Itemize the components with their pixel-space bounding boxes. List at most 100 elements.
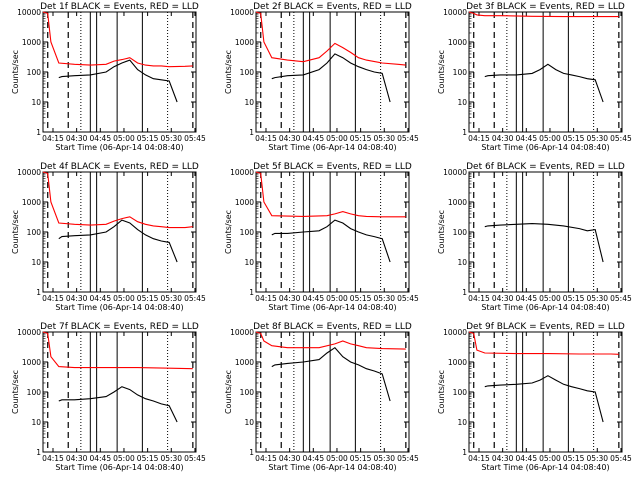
p8-xtick-label-0: 04:15	[255, 454, 277, 463]
p1-ytick-label-4: 10000	[17, 8, 41, 17]
p3-xtick-label-1: 04:30	[492, 134, 514, 143]
p9-series-lld	[468, 331, 619, 355]
p2-xtick-label-0: 04:15	[255, 134, 277, 143]
p5-ytick-label-4: 10000	[230, 168, 254, 177]
p9-ytick-label-2: 100	[453, 388, 468, 397]
p2-ytick-label-3: 1000	[235, 38, 254, 47]
p8-ytick-label-0: 1	[249, 448, 254, 457]
p1-xtick-label-6: 05:45	[184, 134, 206, 143]
p7-xtick-label-0: 04:15	[42, 454, 64, 463]
p4-ytick-label-4: 10000	[17, 168, 41, 177]
p5-xtick-label-4: 05:15	[350, 294, 372, 303]
p6-ytick-label-0: 1	[462, 288, 467, 297]
p8-frame	[255, 331, 410, 453]
p5-xlabel: Start Time (06-Apr-14 04:08:40)	[268, 303, 396, 312]
p8-ytick-label-3: 1000	[235, 358, 254, 367]
p8-xtick-label-6: 05:45	[397, 454, 419, 463]
p7-ytick-label-3: 1000	[22, 358, 41, 367]
p8-ytick-label-4: 10000	[230, 328, 254, 337]
p5-title: Det 5f BLACK = Events, RED = LLD	[253, 162, 412, 172]
p2-xtick-label-6: 05:45	[397, 134, 419, 143]
p3-ylabel: Counts/sec	[437, 50, 446, 94]
p1-xtick-label-3: 05:00	[113, 134, 135, 143]
p7-series-events	[58, 386, 178, 423]
p2-xtick-label-4: 05:15	[350, 134, 372, 143]
p9-ytick-label-3: 1000	[448, 358, 467, 367]
p8-xtick-label-1: 04:30	[279, 454, 301, 463]
p9-xtick-label-1: 04:30	[492, 454, 514, 463]
p9-ytick-label-0: 1	[462, 448, 467, 457]
p1-xlabel: Start Time (06-Apr-14 04:08:40)	[55, 143, 183, 152]
p9-ytick-label-1: 10	[457, 418, 467, 427]
p8-ylabel: Counts/sec	[224, 370, 233, 414]
p8-title: Det 8f BLACK = Events, RED = LLD	[253, 322, 412, 332]
p6-series-events	[484, 223, 604, 263]
p3-series-lld	[468, 11, 619, 18]
p8-xtick-label-4: 05:15	[350, 454, 372, 463]
p1-series-lld	[42, 11, 193, 68]
p6-title: Det 6f BLACK = Events, RED = LLD	[466, 162, 625, 172]
p3-ytick-label-4: 10000	[443, 8, 467, 17]
p1-ytick-label-3: 1000	[22, 38, 41, 47]
p6-frame	[468, 171, 623, 293]
p1-xtick-label-5: 05:30	[160, 134, 182, 143]
p2-series-lld	[255, 11, 406, 66]
p6-ytick-label-4: 10000	[443, 168, 467, 177]
p6-ytick-label-3: 1000	[448, 198, 467, 207]
p6-xtick-label-6: 05:45	[610, 294, 632, 303]
p1-ytick-label-2: 100	[27, 68, 42, 77]
p2-ytick-label-1: 10	[244, 98, 254, 107]
p4-frame	[42, 171, 197, 293]
p1-xtick-label-2: 04:45	[89, 134, 111, 143]
p3-xtick-label-5: 05:30	[586, 134, 608, 143]
p5-frame	[255, 171, 410, 293]
p4-series-lld	[42, 171, 193, 229]
p5-ytick-label-2: 100	[240, 228, 255, 237]
p7-series-lld	[42, 331, 193, 370]
p4-series-events	[58, 219, 178, 263]
p5-xtick-label-0: 04:15	[255, 294, 277, 303]
p8-xtick-label-5: 05:30	[373, 454, 395, 463]
p4-xtick-label-1: 04:30	[66, 294, 88, 303]
p3-series-events	[484, 63, 604, 103]
p2-series-events	[271, 53, 391, 103]
p6-xlabel: Start Time (06-Apr-14 04:08:40)	[481, 303, 609, 312]
p1-ytick-label-1: 10	[31, 98, 41, 107]
p6-ytick-label-2: 100	[453, 228, 468, 237]
p3-xlabel: Start Time (06-Apr-14 04:08:40)	[481, 143, 609, 152]
p7-frame	[42, 331, 197, 453]
p8-series-lld	[255, 331, 406, 350]
p7-xtick-label-2: 04:45	[89, 454, 111, 463]
p3-xtick-label-4: 05:15	[563, 134, 585, 143]
p5-series-lld	[255, 171, 406, 218]
p9-xtick-label-3: 05:00	[539, 454, 561, 463]
p4-xlabel: Start Time (06-Apr-14 04:08:40)	[55, 303, 183, 312]
p7-title: Det 7f BLACK = Events, RED = LLD	[40, 322, 199, 332]
p7-xtick-label-3: 05:00	[113, 454, 135, 463]
p7-ytick-label-1: 10	[31, 418, 41, 427]
p4-ytick-label-2: 100	[27, 228, 42, 237]
p8-ytick-label-2: 100	[240, 388, 255, 397]
p3-frame	[468, 11, 623, 133]
p8-xtick-label-2: 04:45	[302, 454, 324, 463]
p7-ytick-label-4: 10000	[17, 328, 41, 337]
p5-ytick-label-1: 10	[244, 258, 254, 267]
p1-xtick-label-1: 04:30	[66, 134, 88, 143]
p4-title: Det 4f BLACK = Events, RED = LLD	[40, 162, 199, 172]
p3-xtick-label-2: 04:45	[515, 134, 537, 143]
p7-ytick-label-2: 100	[27, 388, 42, 397]
p7-xtick-label-6: 05:45	[184, 454, 206, 463]
p8-series-events	[271, 346, 391, 402]
p1-xtick-label-0: 04:15	[42, 134, 64, 143]
p7-ylabel: Counts/sec	[11, 370, 20, 414]
p5-xtick-label-6: 05:45	[397, 294, 419, 303]
p1-ytick-label-0: 1	[36, 128, 41, 137]
p9-series-events	[484, 375, 604, 423]
p3-xtick-label-6: 05:45	[610, 134, 632, 143]
p9-xtick-label-2: 04:45	[515, 454, 537, 463]
p5-xtick-label-3: 05:00	[326, 294, 348, 303]
p4-ytick-label-0: 1	[36, 288, 41, 297]
p6-xtick-label-1: 04:30	[492, 294, 514, 303]
p5-series-events	[271, 219, 391, 263]
p7-ytick-label-0: 1	[36, 448, 41, 457]
